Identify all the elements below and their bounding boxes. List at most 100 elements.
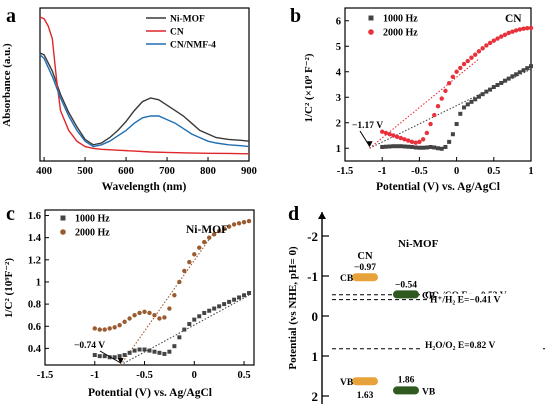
cb-value: −0.97 (354, 263, 376, 273)
data-point-square (142, 347, 147, 352)
legend-c: 1000 Hz 2000 Hz (60, 214, 110, 239)
data-point-square (112, 355, 117, 360)
data-point-circle (231, 222, 237, 227)
y-tick-label: 2 (312, 389, 319, 404)
reference-label-bg (428, 293, 548, 305)
data-point-square (409, 144, 414, 149)
plot-frame-c (44, 209, 255, 366)
y-tick-label: 1.4 (28, 233, 42, 244)
y-tick-label: 1 (336, 144, 341, 155)
series-line-2 (39, 54, 250, 148)
data-point-circle (484, 43, 489, 48)
data-point-square (212, 306, 217, 311)
fit-line (120, 231, 215, 366)
legend-label: Ni-MOF (170, 15, 205, 25)
data-point-circle (122, 319, 127, 325)
y-tick-label: 0.4 (28, 344, 42, 355)
data-point-square (465, 102, 470, 107)
legend-marker (368, 15, 374, 21)
legend-label: CN/NMF-4 (170, 41, 216, 51)
panel-d-band-diagram: d -2 -1 0 1 2 Potential (vs NHE, pH= 0) Ni-M… (287, 203, 548, 404)
data-point-square (447, 139, 452, 144)
data-point-square (152, 349, 157, 354)
x-tick-label: 600 (118, 166, 134, 177)
data-point-square (237, 295, 242, 300)
data-point-circle (152, 312, 157, 318)
y-axis-label-c: 1/C² (10⁹F⁻²) (3, 258, 15, 318)
y-tick-label: -2 (307, 229, 318, 244)
data-point-square (506, 76, 511, 81)
data-point-square (439, 146, 444, 151)
data-point-circle (112, 325, 117, 330)
data-point-circle (517, 27, 523, 32)
data-point-square (102, 354, 107, 359)
y-axis-label-b: 1/C² (×10⁹ F⁻²) (303, 53, 315, 122)
data-point-square (107, 355, 112, 360)
data-point-circle (424, 130, 430, 136)
y-tick-label: 1.2 (28, 255, 41, 266)
data-point-circle (417, 139, 422, 145)
data-point-square (217, 304, 222, 309)
y-tick-label: 0.8 (28, 300, 41, 311)
data-point-square (491, 85, 496, 90)
data-point-circle (513, 28, 519, 33)
y-axis-label-a: Absorbance (a.u.) (1, 43, 13, 127)
data-point-circle (207, 235, 212, 240)
data-point-circle (510, 29, 515, 34)
y-tick-label: 2 (336, 118, 341, 129)
plot-frame-a (39, 7, 250, 162)
data-point-square (450, 132, 455, 137)
data-point-square (157, 350, 162, 355)
data-point-circle (202, 239, 207, 245)
x-tick-label: -1.5 (337, 166, 354, 177)
data-point-circle (187, 259, 192, 265)
data-point-circle (117, 322, 122, 328)
data-point-square (417, 145, 422, 150)
data-point-circle (528, 25, 534, 31)
y-tick-label: 1.6 (28, 211, 41, 222)
y-tick-label: 5 (336, 42, 341, 53)
data-point-square (454, 122, 459, 127)
data-point-square (227, 299, 232, 304)
data-point-circle (398, 135, 403, 141)
chart-title-b: CN (505, 13, 522, 25)
x-tick-label: 400 (36, 166, 52, 177)
intercept-annotation-c: −0.74 V (74, 341, 124, 364)
data-point-square (122, 353, 127, 358)
vb-label: VB (340, 378, 354, 388)
data-point-circle (420, 137, 426, 142)
panel-label-d: d (288, 203, 299, 225)
vb-value: 1.63 (357, 391, 374, 401)
valence-band-bar (393, 386, 419, 395)
data-point-circle (216, 228, 222, 234)
data-point-square (436, 146, 440, 151)
data-point-square (462, 105, 467, 110)
panel-label-c: c (6, 203, 15, 225)
band-edges-d: CB VB −0.97 1.63 CN CB VB −0.54 1.86 (340, 251, 436, 401)
data-point-circle (236, 221, 242, 226)
reference-label: H⁺/H₂ E=−0.41 V (430, 296, 501, 306)
y-tick-label: 3 (336, 93, 341, 104)
data-point-square (182, 327, 187, 332)
x-ticks-a: 400 500 600 700 800 900 (36, 157, 257, 177)
data-point-circle (439, 96, 444, 101)
x-tick-label: 1 (528, 166, 533, 177)
data-point-circle (107, 326, 112, 331)
x-tick-label: 0.5 (487, 166, 500, 177)
data-point-square (242, 293, 247, 298)
series-line-0 (39, 52, 250, 146)
data-point-square (383, 144, 388, 149)
data-point-square (499, 80, 504, 85)
chart-title-c: Ni-MOF (186, 224, 228, 236)
data-point-square (127, 350, 132, 355)
data-point-square (177, 335, 182, 340)
data-point-circle (446, 81, 452, 86)
data-point-square (424, 145, 429, 150)
data-point-square (247, 291, 252, 296)
data-point-square (458, 111, 463, 116)
data-point-circle (157, 316, 162, 321)
data-point-circle (406, 138, 411, 143)
data-point-circle (506, 30, 511, 36)
data-point-circle (127, 316, 132, 321)
potential-axis-d: -2 -1 0 1 2 (307, 212, 329, 404)
